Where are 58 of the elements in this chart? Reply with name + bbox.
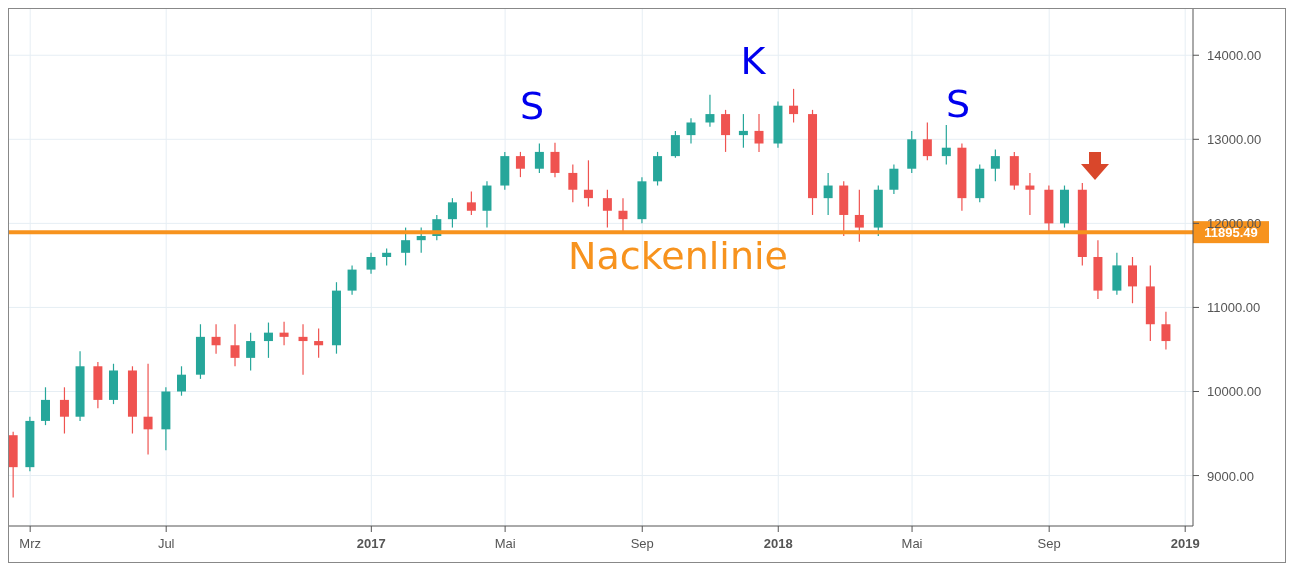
candlestick [40, 386, 50, 426]
candlestick [550, 142, 560, 178]
candlestick [447, 197, 457, 229]
x-tick-label: Mai [901, 536, 923, 551]
candlestick [754, 113, 764, 153]
candlestick [143, 363, 153, 456]
candlestick [670, 130, 680, 159]
candlestick [246, 332, 256, 372]
y-tick-label: 10000.00 [1207, 384, 1262, 400]
candlestick [922, 121, 932, 161]
x-tick-label: 2017 [356, 536, 386, 551]
x-tick-label: Sep [630, 536, 654, 551]
annotation: S [945, 82, 971, 126]
candlestick [941, 124, 951, 166]
candlestick [705, 94, 715, 128]
y-tick-label: 9000.00 [1207, 468, 1254, 484]
x-tick-label: Sep [1037, 536, 1061, 551]
annotation: K [740, 39, 766, 83]
candlestick [401, 226, 411, 266]
candlestick [889, 163, 899, 195]
candlestick [1127, 256, 1137, 304]
x-tick-label: Mai [494, 536, 516, 551]
candlestick [602, 189, 612, 229]
candlestick [298, 323, 308, 376]
candlestick [347, 264, 357, 296]
candlestick [721, 109, 731, 153]
candlestick [738, 113, 748, 149]
candlestick [990, 148, 1000, 182]
y-tick-label: 13000.00 [1207, 132, 1262, 148]
candlestick [416, 226, 426, 254]
x-tick-label: 2019 [1170, 536, 1200, 551]
candlestick [279, 321, 289, 346]
candlestick [789, 88, 799, 124]
candlestick [618, 197, 628, 233]
candlestick [1025, 172, 1035, 216]
candlestick [263, 321, 273, 359]
y-tick-label: 11000.00 [1207, 300, 1261, 316]
candlestick [466, 190, 476, 216]
candlestick [823, 172, 833, 216]
candlestick [177, 365, 186, 397]
candlestick [366, 252, 376, 275]
annotation: S [519, 84, 545, 128]
x-tick-label: Mrz [19, 536, 42, 551]
candlestick [314, 327, 324, 359]
candlestick [854, 189, 864, 243]
candlestick [583, 159, 593, 208]
candlestick [515, 151, 525, 178]
candlestick [686, 117, 696, 145]
candlestick [59, 386, 69, 435]
x-tick-label: 2018 [763, 536, 793, 551]
y-tick-label: 14000.00 [1207, 48, 1262, 64]
candlestick [230, 323, 240, 367]
candlestick [1161, 311, 1171, 351]
x-tick-label: Jul [157, 536, 175, 551]
candlestick [211, 323, 221, 355]
candlestick [568, 163, 578, 203]
annotation: Nackenlinie [568, 234, 788, 278]
candlestick [534, 142, 544, 174]
